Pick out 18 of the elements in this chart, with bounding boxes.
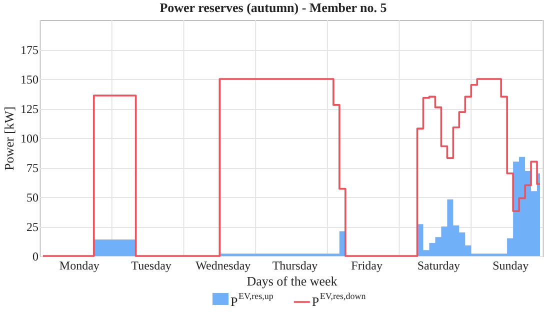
x-tick-label: Thursday [272, 258, 318, 272]
x-tick-label: Sunday [492, 258, 529, 272]
y-tick-label: 150 [20, 72, 38, 86]
y-axis-title: Power [kW] [2, 106, 16, 170]
x-tick-label: Tuesday [131, 258, 172, 272]
y-tick-label: 50 [26, 190, 38, 204]
x-tick-label: Wednesday [196, 258, 251, 272]
y-tick-label: 75 [26, 161, 38, 175]
x-axis-title: Days of the week [246, 274, 338, 288]
y-tick-label: 25 [26, 220, 38, 234]
y-tick-label: 175 [20, 43, 38, 57]
y-tick-label: 0 [32, 250, 38, 264]
x-tick-label: Monday [59, 258, 100, 272]
y-tick-label: 125 [20, 102, 38, 116]
chart-title: Power reserves (autumn) - Member no. 5 [160, 0, 388, 15]
y-tick-label: 100 [20, 132, 38, 146]
x-tick-label: Saturday [417, 258, 460, 272]
x-tick-label: Friday [351, 258, 383, 272]
